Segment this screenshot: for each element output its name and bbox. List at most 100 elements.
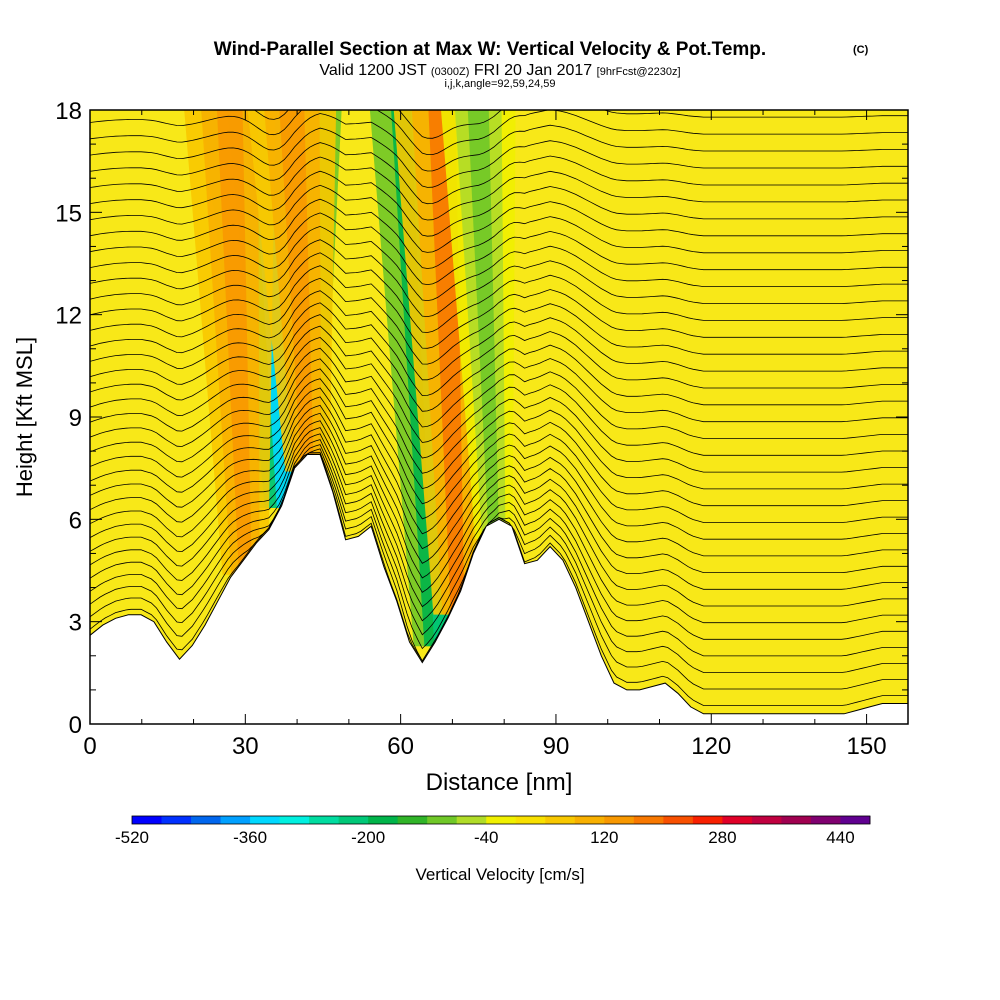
colorbar-swatch: [663, 816, 694, 824]
colorbar-swatch: [132, 816, 162, 824]
subtitle-valid: Valid 1200 JST: [319, 62, 427, 79]
theta-contour: [90, 113, 908, 172]
theta-contour: [90, 170, 908, 237]
colorbar-swatch: [692, 816, 723, 824]
colorbar-tick-label: -200: [351, 828, 385, 847]
theta-contour: [90, 347, 908, 459]
theta-contour: [90, 368, 908, 490]
x-axis: 0 30 60 90 120 150: [83, 110, 887, 760]
colorbar-swatch: [161, 816, 192, 824]
colorbar-swatch: [427, 816, 458, 824]
velocity-band-3-2: [279, 110, 314, 472]
theta-contour: [90, 302, 908, 397]
chart-subtitle2: i,j,k,angle=92,59,24,59: [444, 78, 555, 90]
colorbar-swatch: [368, 816, 399, 824]
terrain: [90, 454, 908, 724]
colorbar-swatch: [604, 816, 635, 824]
theta-contour: [90, 404, 908, 557]
colorbar-swatch: [279, 816, 310, 824]
y-axis-label: Height [Kft MSL]: [12, 337, 37, 497]
colorbar-tick-label: -40: [474, 828, 499, 847]
x-axis-label: Distance [nm]: [426, 769, 573, 796]
colorbar-swatch: [456, 816, 487, 824]
colorbar-swatch: [191, 816, 221, 824]
x-tick-label: 90: [543, 733, 570, 760]
theta-contour: [90, 448, 908, 673]
y-tick-label: 3: [69, 610, 82, 637]
colorbar-swatch: [338, 816, 369, 824]
colorbar-tick-label: -520: [115, 828, 149, 847]
theta-contour: [90, 387, 908, 523]
x-tick-label: 150: [847, 733, 887, 760]
y-tick-label: 9: [69, 405, 82, 432]
chart-title-mark: (C): [853, 44, 869, 56]
colorbar-swatch: [397, 816, 428, 824]
theta-contour: [90, 396, 908, 540]
theta-contour: [90, 420, 908, 590]
velocity-band-5-2: [467, 110, 500, 540]
colorbar-swatch: [840, 816, 871, 824]
theta-contours: [90, 110, 908, 706]
x-tick-label: 0: [83, 733, 96, 760]
theta-contour: [90, 314, 908, 412]
theta-contour: [90, 325, 908, 428]
y-axis: 0 3 6 9 12 15 18: [55, 98, 908, 739]
colorbar-swatch: [633, 816, 664, 824]
colorbar-swatch: [250, 816, 280, 824]
theta-contour: [90, 412, 908, 573]
theta-contour: [90, 198, 908, 269]
x-tick-label: 120: [691, 733, 731, 760]
x-tick-label: 60: [387, 733, 414, 760]
theta-contour: [90, 427, 908, 607]
chart-title: Wind-Parallel Section at Max W: Vertical…: [214, 39, 766, 60]
y-tick-label: 6: [69, 507, 82, 534]
colorbar-label: Vertical Velocity [cm/s]: [415, 865, 584, 884]
theta-contour: [90, 252, 908, 333]
theta-contour: [90, 444, 908, 657]
theta-contour: [90, 336, 908, 443]
theta-contour: [90, 378, 908, 507]
theta-contour: [90, 110, 908, 155]
colorbar-swatch: [810, 816, 841, 824]
theta-contour: [90, 433, 908, 624]
chart-subtitle: Valid 1200 JST (0300Z) FRI 20 Jan 2017 […: [319, 62, 680, 79]
theta-contour: [90, 212, 908, 286]
theta-contour: [90, 290, 908, 381]
y-tick-label: 12: [55, 303, 82, 330]
y-tick-label: 15: [55, 200, 82, 227]
colorbar-swatch: [574, 816, 605, 824]
theta-contour: [253, 110, 908, 139]
y-tick-label: 18: [55, 98, 82, 125]
theta-contour: [90, 225, 908, 302]
theta-contour: [90, 439, 908, 640]
colorbar-swatch: [486, 816, 517, 824]
theta-contour: [90, 142, 908, 205]
theta-contour: [90, 277, 908, 365]
plot-area: [90, 110, 908, 724]
colorbar-swatch: [309, 816, 340, 824]
colorbar-swatch: [220, 816, 251, 824]
colorbar-swatch: [545, 816, 576, 824]
subtitle-forecast: [9hrFcst@2230z]: [597, 66, 681, 78]
colorbar-tick-label: 280: [708, 828, 736, 847]
subtitle-date: FRI 20 Jan 2017: [474, 62, 592, 79]
y-tick-label: 0: [69, 712, 82, 739]
colorbar: -520 -360 -200 -40 120 280 440: [115, 815, 871, 847]
theta-contour: [90, 239, 908, 318]
colorbar-swatch: [781, 816, 812, 824]
theta-contour: [90, 265, 908, 349]
theta-contour: [90, 127, 908, 188]
x-tick-label: 30: [232, 733, 259, 760]
theta-contour: [90, 184, 908, 253]
colorbar-tick-label: 120: [590, 828, 618, 847]
colorbar-tick-label: -360: [233, 828, 267, 847]
colorbar-swatch: [751, 816, 782, 824]
colorbar-frame: [131, 815, 871, 825]
theta-contour: [90, 358, 908, 474]
velocity-field: [184, 110, 516, 647]
colorbar-swatch: [722, 816, 753, 824]
theta-contour: [90, 156, 908, 221]
subtitle-utc: (0300Z): [431, 66, 470, 78]
colorbar-tick-label: 440: [826, 828, 854, 847]
